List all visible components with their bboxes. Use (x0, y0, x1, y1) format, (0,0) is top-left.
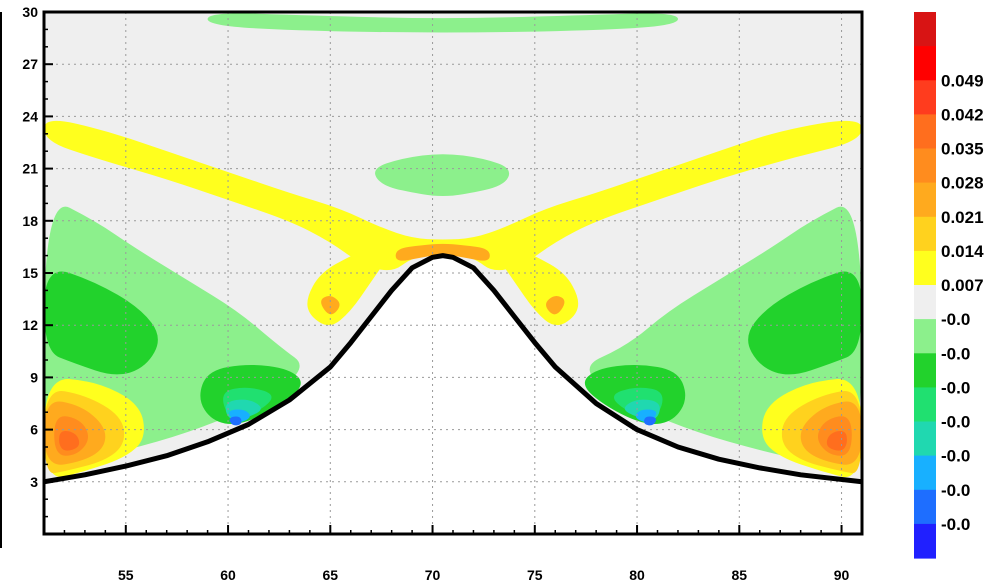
colorbar-label: 0.042 (941, 105, 984, 124)
contour-region-20 (229, 416, 242, 426)
x-tick-label: 60 (220, 567, 236, 583)
contour-region-0 (44, 120, 862, 271)
x-tick-label: 85 (732, 567, 748, 583)
y-tick-label: 12 (22, 317, 38, 333)
y-tick-label: 24 (22, 108, 38, 124)
colorbar-swatch (914, 182, 936, 218)
colorbar-swatch (914, 489, 936, 525)
colorbar-swatch (914, 114, 936, 150)
colorbar-label: 0.021 (941, 208, 984, 227)
colorbar-label: -0.0 (941, 481, 970, 500)
y-tick-label: 15 (22, 265, 38, 281)
colorbar-label: 0.035 (941, 140, 984, 159)
x-tick-label: 80 (629, 567, 645, 583)
y-tick-label: 18 (22, 213, 38, 229)
contour-region-3 (395, 243, 490, 261)
colorbar-swatch (914, 46, 936, 81)
colorbar-label: -0.0 (941, 515, 970, 534)
gridlines (44, 12, 862, 534)
colorbar-swatch (914, 319, 936, 354)
contour-region-11 (748, 271, 862, 375)
colorbar-swatch (914, 216, 936, 252)
colorbar-label: -0.0 (941, 378, 970, 397)
colorbar-swatch (914, 285, 936, 320)
y-tick-label: 27 (22, 56, 38, 72)
colorbar-swatch (914, 387, 936, 423)
colorbar-label: 0.014 (941, 242, 984, 261)
contour-region-21 (644, 416, 656, 426)
plot-area (44, 12, 862, 534)
y-tick-label: 30 (22, 4, 38, 20)
x-tick-label: 65 (323, 567, 339, 583)
y-tick-label: 6 (30, 422, 38, 438)
y-tick-label: 3 (30, 474, 38, 490)
colorbar-label: 0.028 (941, 174, 984, 193)
colorbar-label: -0.0 (941, 344, 970, 363)
x-tick-label: 90 (834, 567, 850, 583)
x-tick-label: 70 (425, 567, 441, 583)
contour-region-4 (321, 295, 340, 315)
colorbar-label: 0.049 (941, 71, 984, 90)
colorbar-label: -0.0 (941, 310, 970, 329)
terrain-mask (44, 255, 862, 534)
x-tick-label: 55 (118, 567, 134, 583)
colorbar-swatch (914, 80, 936, 115)
colorbar-swatch (914, 12, 936, 47)
contour-region-6 (375, 154, 510, 196)
colorbar: -0.0 -0.0 -0.0 -0.0 -0.0 -0.0 -0.0 0.007 0.014 0.… (914, 12, 984, 559)
colorbar-swatch (914, 421, 936, 457)
colorbar-label: -0.0 (941, 413, 970, 432)
colorbar-swatch (914, 148, 936, 184)
contour-region-30 (59, 430, 80, 451)
colorbar-swatch (914, 455, 936, 491)
colorbar-label: -0.0 (941, 447, 970, 466)
axis-ticks: 55 60 65 70 75 80 85 90 3 6 9 12 15 18 21 24 27 30 (22, 4, 863, 583)
y-tick-label: 9 (30, 369, 38, 385)
x-tick-label: 75 (527, 567, 543, 583)
y-tick-label: 21 (22, 161, 38, 177)
colorbar-swatch (914, 523, 936, 559)
terrain-outline (44, 253, 862, 485)
colorbar-swatch (914, 250, 936, 286)
contour-region-10 (44, 271, 158, 375)
contour-region-5 (546, 295, 565, 315)
contour-region-7 (207, 13, 678, 33)
colorbar-swatch (914, 353, 936, 388)
contour-regions (44, 13, 862, 478)
colorbar-label: 0.007 (941, 276, 984, 295)
